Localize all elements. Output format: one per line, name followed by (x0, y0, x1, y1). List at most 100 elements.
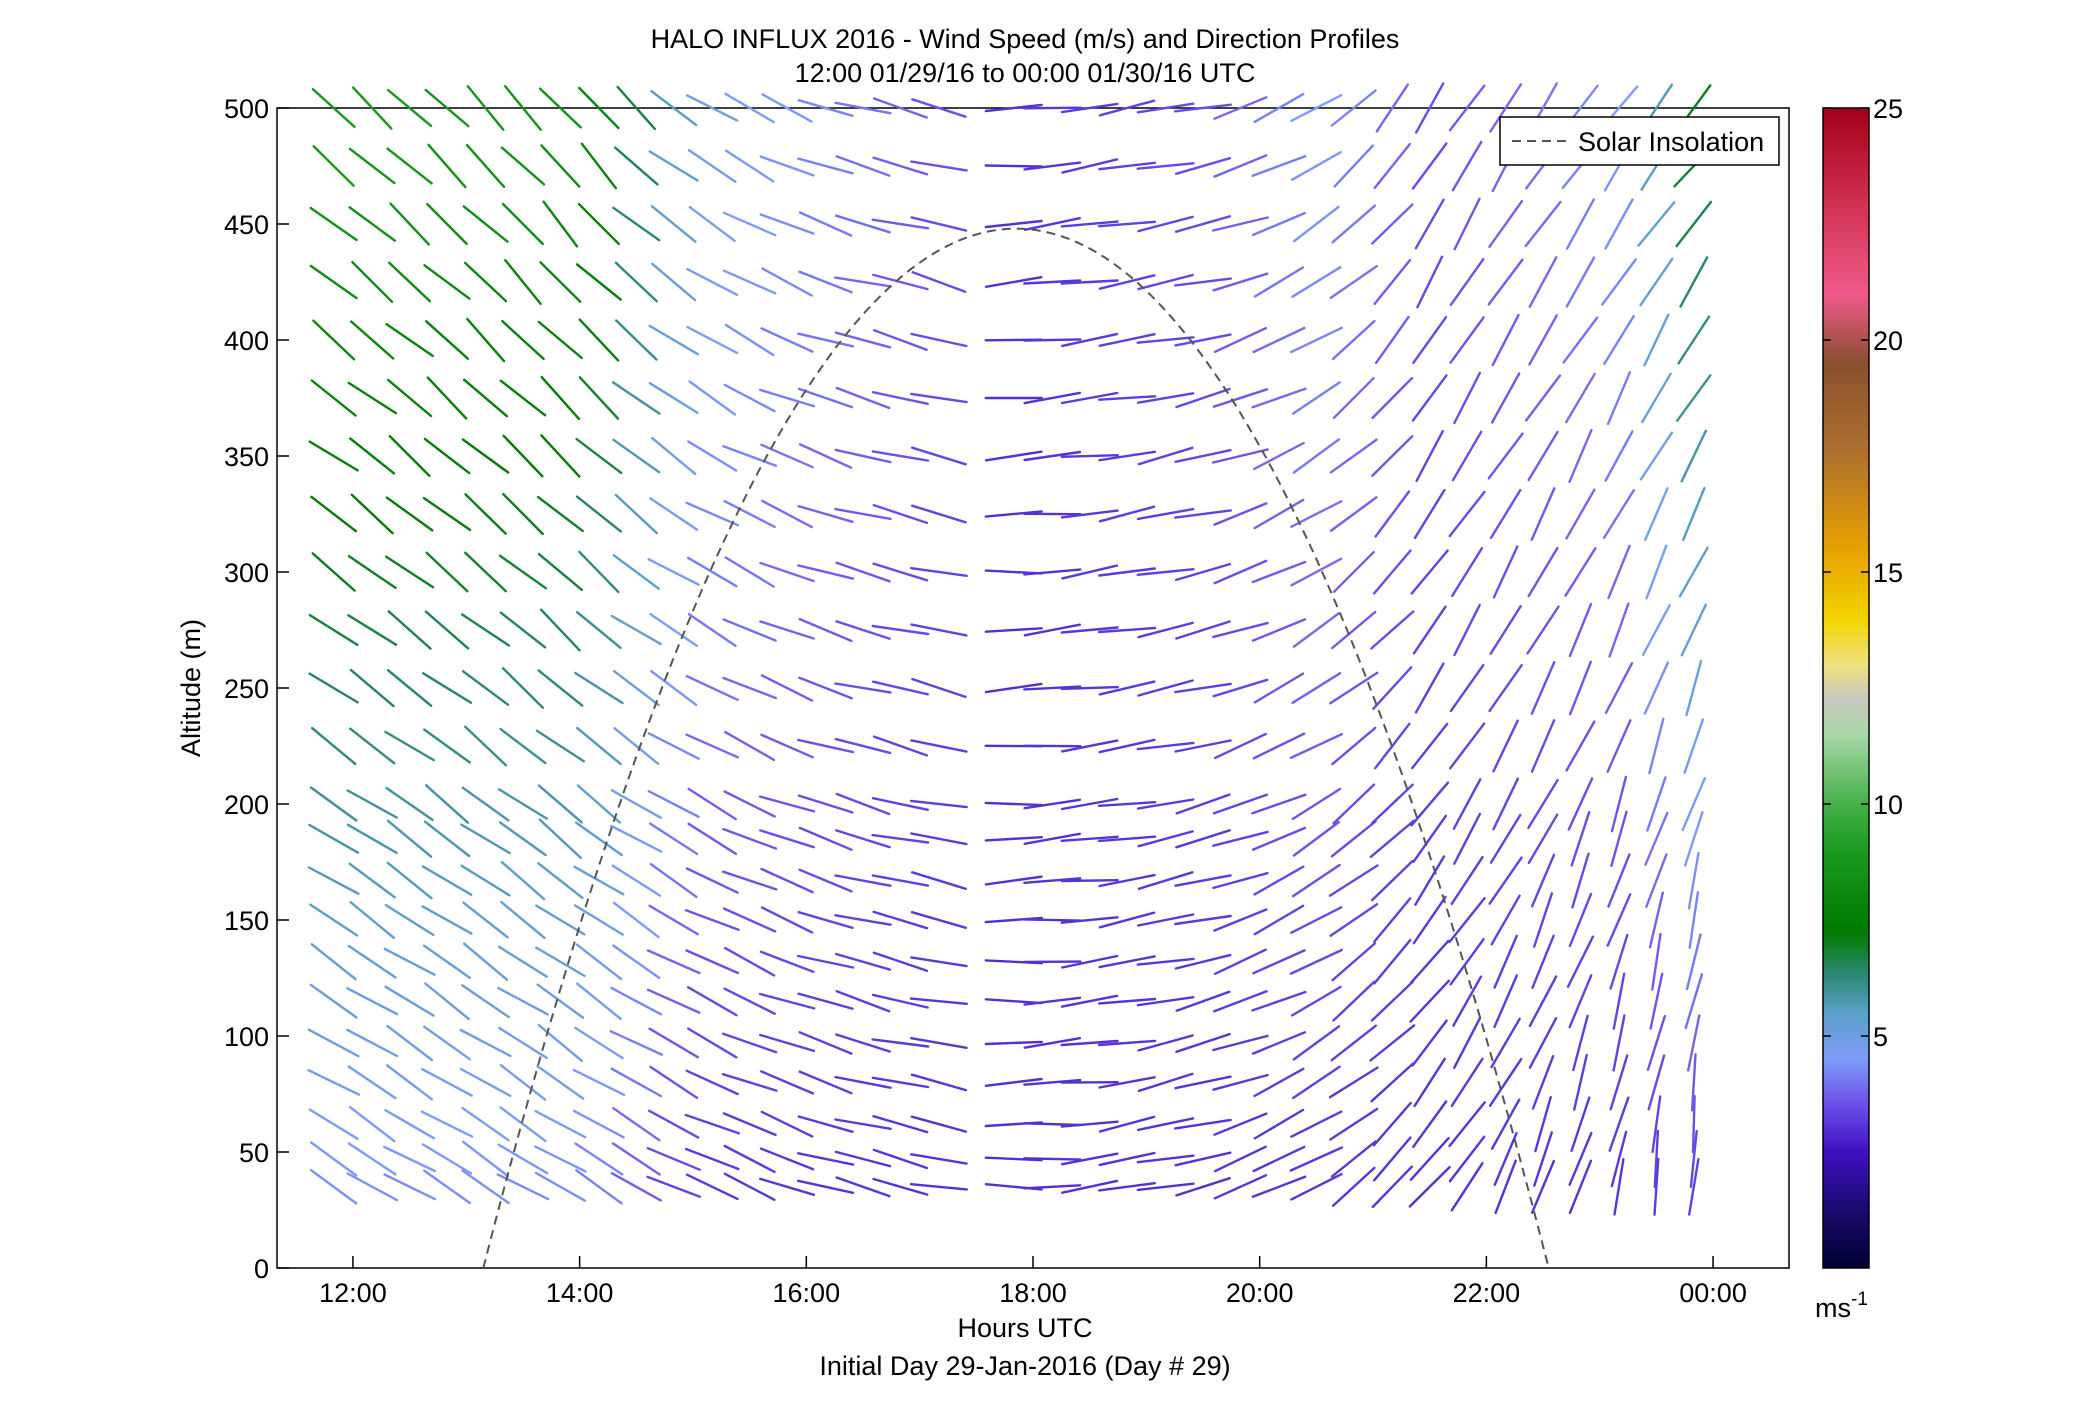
wind-vector (1023, 391, 1082, 405)
wind-vector (1370, 1062, 1415, 1103)
wind-vector (1612, 972, 1626, 1030)
wind-vector (647, 558, 700, 586)
wind-vector (872, 1177, 929, 1196)
wind-vector (1639, 431, 1674, 481)
wind-vector (1291, 1065, 1341, 1100)
wind-vector (797, 1152, 855, 1166)
wind-vector (647, 1109, 700, 1139)
wind-vector (309, 983, 358, 1019)
wind-vector (1212, 793, 1269, 815)
wind-vector (536, 1064, 585, 1100)
wind-vector (1023, 832, 1082, 845)
wind-vector (616, 85, 657, 131)
wind-vector (1411, 142, 1448, 190)
wind-vector (572, 1068, 626, 1097)
wind-vector (535, 729, 585, 763)
wind-vector (1637, 201, 1676, 247)
wind-vector (1524, 200, 1562, 248)
wind-vector (1610, 775, 1628, 833)
wind-vector (1174, 509, 1233, 519)
wind-vector (1527, 546, 1559, 598)
wind-vector (576, 726, 622, 766)
wind-vector (650, 89, 698, 127)
wind-vector (835, 620, 891, 640)
wind-vector (1572, 1053, 1588, 1111)
wind-vector (1448, 722, 1486, 770)
wind-vector (574, 821, 623, 857)
wind-vector (1330, 89, 1377, 127)
wind-vector (309, 264, 358, 300)
wind-vector (499, 727, 547, 765)
wind-vector (1212, 1073, 1269, 1091)
wind-vector (1414, 198, 1445, 250)
wind-vector (347, 555, 397, 589)
wind-vector (1290, 93, 1343, 123)
wind-vector (1607, 544, 1631, 600)
wind-vector (834, 874, 892, 887)
wind-vector (1640, 372, 1672, 424)
wind-vector (723, 790, 776, 818)
wind-vector (574, 671, 624, 705)
wind-vector (535, 946, 586, 978)
wind-vector (462, 901, 509, 939)
wind-vector (578, 318, 620, 362)
wind-vector (1098, 955, 1156, 969)
wind-vector (1213, 990, 1268, 1013)
wind-vector (687, 440, 738, 472)
wind-vector (1137, 273, 1194, 291)
wind-vector (539, 261, 582, 303)
wind-vector (611, 1142, 661, 1176)
wind-vector (1136, 741, 1195, 751)
wind-vector (1565, 720, 1596, 772)
wind-vector (610, 824, 663, 853)
wind-vector (1369, 819, 1415, 858)
wind-vector (1409, 979, 1451, 1023)
wind-vector (309, 786, 358, 822)
wind-vector (798, 868, 853, 893)
wind-vector (721, 1072, 778, 1092)
wind-vector (1251, 1031, 1307, 1055)
wind-vector (760, 1070, 814, 1095)
wind-vector (1253, 266, 1305, 298)
wind-vector (759, 620, 815, 640)
wind-vector (309, 1141, 358, 1177)
wind-vector (910, 1153, 968, 1165)
wind-vector (580, 142, 618, 190)
wind-vector (500, 860, 546, 901)
wind-vector (684, 909, 740, 931)
wind-vector (910, 1073, 967, 1092)
wind-vector (1568, 1131, 1593, 1187)
wind-vector (759, 950, 815, 973)
wind-vector (386, 861, 433, 900)
wind-vector (651, 262, 697, 302)
wind-vector (1290, 557, 1343, 587)
wind-vector (309, 903, 359, 937)
wind-vector (1490, 1017, 1521, 1069)
wind-vector (349, 437, 396, 475)
wind-vector (872, 97, 928, 119)
wind-vector (1678, 546, 1709, 598)
wind-vector (1606, 719, 1632, 773)
wind-vector (1174, 562, 1232, 582)
wind-vector (542, 200, 579, 248)
wind-vector (646, 949, 701, 975)
wind-vector (1530, 719, 1556, 773)
wind-vector (1489, 813, 1522, 864)
wind-vector (1174, 914, 1232, 926)
wind-vector (1136, 507, 1195, 521)
wind-vector (760, 674, 814, 702)
wind-vector (615, 319, 658, 361)
wind-vector (504, 85, 542, 131)
wind-vector (1023, 279, 1082, 285)
wind-vector (1570, 811, 1591, 867)
wind-vector (308, 440, 359, 472)
x-axis-sublabel: Initial Day 29-Jan-2016 (Day # 29) (819, 1351, 1230, 1381)
wind-vector (984, 875, 1043, 886)
wind-vector (1413, 488, 1446, 540)
wind-vector (724, 323, 775, 357)
wind-vector (347, 1142, 397, 1176)
wind-vector (1451, 547, 1484, 597)
wind-vector (612, 206, 661, 242)
wind-vector (1373, 259, 1412, 305)
wind-vector (1173, 277, 1233, 287)
